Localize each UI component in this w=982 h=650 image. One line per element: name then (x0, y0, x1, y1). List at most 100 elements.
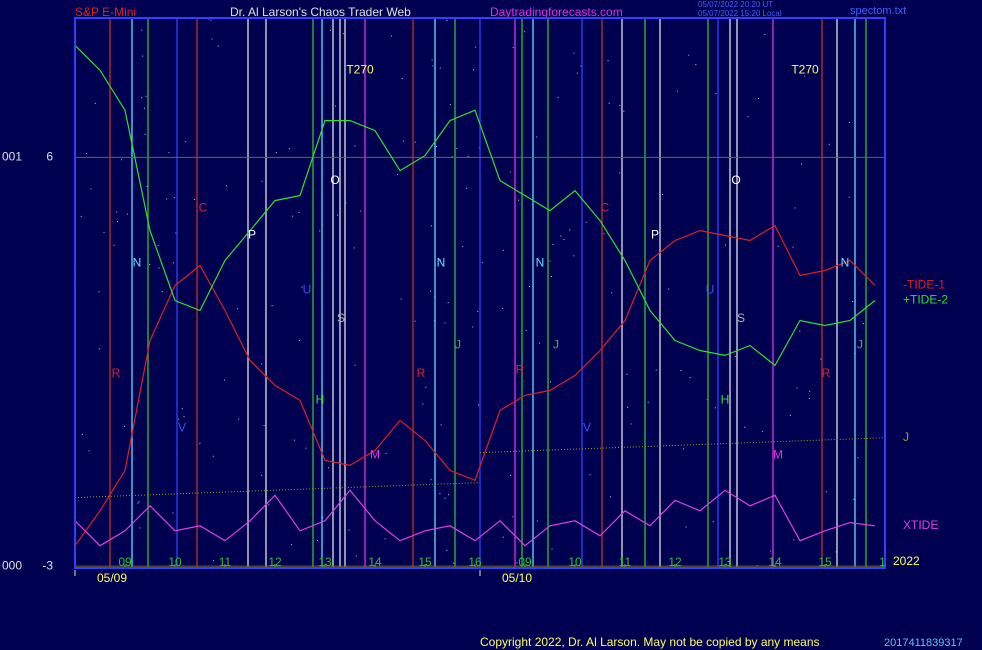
speck (478, 404, 480, 406)
time-local: 05/07/2022 15:20 Local (698, 9, 782, 18)
speck (124, 425, 126, 427)
speck (528, 285, 530, 287)
speck (275, 152, 277, 154)
speck (518, 199, 520, 201)
speck (217, 45, 219, 47)
speck (293, 439, 295, 441)
speck (161, 291, 163, 293)
annotation: U (303, 283, 312, 297)
speck (120, 159, 122, 161)
speck (512, 516, 514, 518)
speck (85, 152, 87, 154)
speck (623, 110, 625, 112)
speck (345, 202, 347, 204)
speck (451, 156, 453, 158)
speck (647, 401, 649, 403)
speck (688, 54, 690, 56)
speck (715, 93, 717, 95)
speck (680, 370, 682, 372)
x-tick-label: 14 (768, 555, 782, 569)
speck (609, 496, 611, 498)
speck (475, 46, 477, 48)
speck (414, 320, 416, 322)
annotation: N (133, 255, 142, 269)
speck (608, 102, 610, 104)
speck (467, 155, 469, 157)
speck (126, 213, 128, 215)
speck (422, 403, 424, 405)
x-tick-label: 13 (718, 555, 732, 569)
y-tick-label: 6 (46, 150, 53, 164)
speck (113, 244, 115, 246)
speck (789, 415, 791, 417)
annotation: N (536, 255, 545, 269)
speck (502, 536, 504, 538)
speck (225, 185, 227, 187)
speck (712, 521, 714, 523)
speck (238, 418, 240, 420)
speck (792, 246, 794, 248)
annotation: U (706, 283, 715, 297)
speck (359, 210, 361, 212)
speck (820, 358, 822, 360)
speck (525, 329, 527, 331)
speck (756, 565, 758, 567)
speck (185, 141, 187, 143)
speck (173, 197, 175, 199)
x-tick-label: 10 (568, 555, 582, 569)
speck (563, 238, 565, 240)
speck (172, 262, 174, 264)
speck (809, 390, 811, 392)
annotation: N (437, 255, 446, 269)
speck (852, 300, 854, 302)
speck (353, 247, 355, 249)
speck (619, 172, 621, 174)
speck (502, 249, 504, 251)
speck (141, 97, 143, 99)
speck (144, 133, 146, 135)
speck (446, 549, 448, 551)
speck (81, 433, 83, 435)
speck (237, 308, 239, 310)
series-line (74, 489, 876, 547)
site-title: Dr. Al Larson's Chaos Trader Web (230, 5, 411, 19)
speck (183, 416, 185, 418)
speck (430, 479, 432, 481)
speck (271, 305, 273, 307)
speck (397, 174, 399, 176)
x-tick-label: 11 (219, 555, 232, 569)
speck (141, 29, 143, 31)
speck (444, 497, 446, 499)
annotation: N (841, 255, 850, 269)
speck (550, 275, 552, 277)
speck (143, 107, 145, 109)
series-line (74, 224, 876, 547)
speck (804, 75, 806, 77)
annotation: P (248, 228, 256, 242)
speck (425, 386, 427, 388)
speck (512, 46, 514, 48)
date-label: 05/10 (502, 571, 532, 585)
speck (316, 539, 318, 541)
speck (808, 397, 810, 399)
speck (478, 147, 480, 149)
speck (268, 504, 270, 506)
speck (431, 59, 433, 61)
speck (573, 52, 575, 54)
speck (444, 322, 446, 324)
speck (447, 302, 449, 304)
speck (619, 104, 621, 106)
speck (88, 450, 90, 452)
speck (322, 517, 324, 519)
speck (835, 551, 837, 553)
speck (466, 187, 468, 189)
x-tick-label: 12 (668, 555, 682, 569)
annotation: C (601, 200, 610, 214)
speck (98, 348, 100, 350)
legend-label: +TIDE-2 (903, 293, 948, 307)
speck (261, 363, 263, 365)
speck (401, 77, 403, 79)
x-tick-label: 10 (168, 555, 182, 569)
speck (301, 286, 303, 288)
